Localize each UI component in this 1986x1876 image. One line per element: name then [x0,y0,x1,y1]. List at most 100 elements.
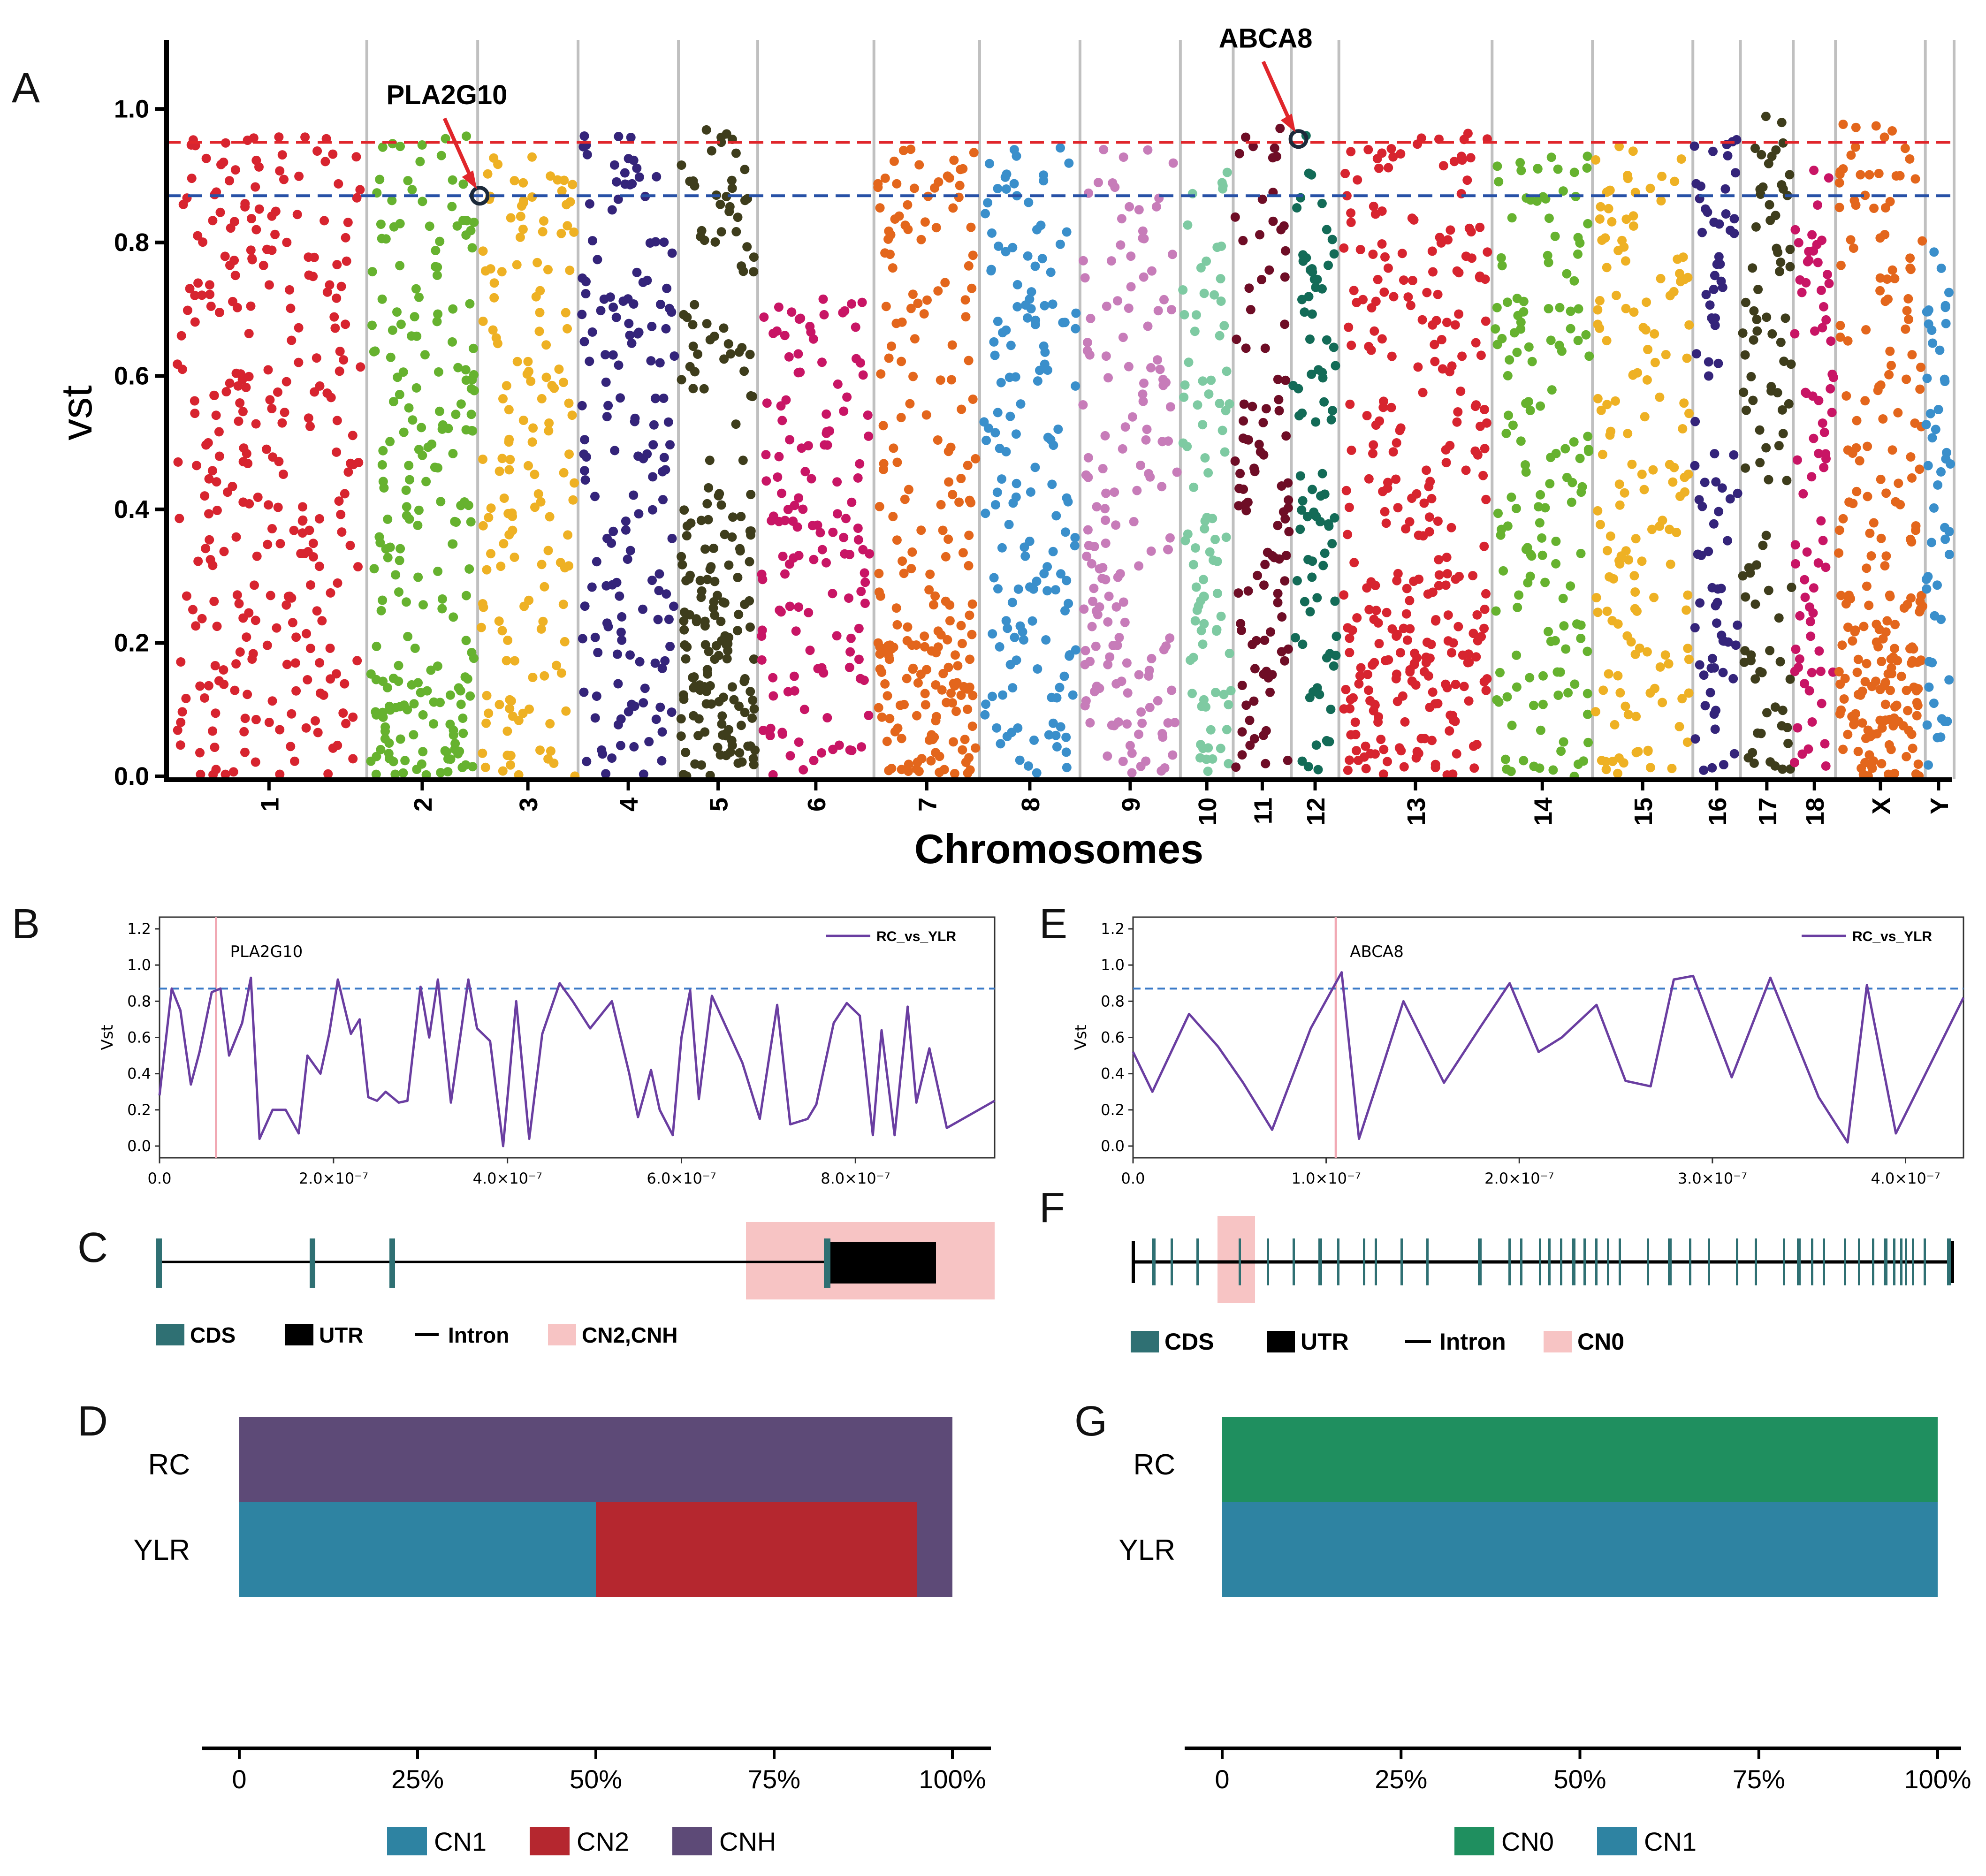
data-point [1339,590,1349,600]
data-point [1544,258,1553,267]
data-point [1923,461,1933,471]
data-point [407,331,416,341]
data-point [1496,253,1506,263]
cds-exon [1337,1238,1339,1285]
data-point [1536,490,1545,500]
data-point [1936,467,1946,477]
data-point [745,557,754,567]
x-tick-label: 75% [748,1764,800,1794]
data-point [238,407,248,417]
data-point [983,198,993,208]
data-point [938,668,948,678]
data-point [702,499,712,509]
data-point [173,725,183,735]
data-point [173,359,183,369]
data-point [1852,416,1862,425]
data-point [1003,623,1012,633]
data-point [1935,345,1945,355]
data-point [1835,167,1845,176]
data-point [1775,266,1784,276]
data-point [1002,169,1012,179]
data-point [1466,227,1476,237]
data-point [421,477,431,486]
data-point [1380,252,1390,262]
data-point [651,714,661,724]
data-point [369,564,379,574]
data-point [677,160,686,170]
data-point [601,769,611,779]
data-point [903,200,913,210]
data-point [948,203,958,213]
data-point [1591,593,1601,602]
data-point [906,304,916,313]
data-point [1544,213,1554,223]
data-point [1853,746,1863,756]
data-point [1915,384,1925,394]
cds-exon [1607,1238,1609,1285]
legend-label-intron: Intron [448,1323,509,1347]
data-point [1940,534,1950,544]
data-point [1748,263,1758,273]
data-point [1248,142,1258,152]
data-point [1199,575,1208,585]
data-point [613,679,623,689]
data-point [1880,203,1890,213]
data-point [1413,362,1423,372]
data-point [1392,438,1401,448]
data-point [304,252,313,262]
data-point [944,477,954,487]
data-point [895,700,905,710]
data-point [1139,378,1149,388]
data-point [580,475,590,485]
data-point [986,266,996,276]
data-point [1418,387,1428,397]
data-point [328,743,338,753]
data-point [1784,399,1794,409]
data-point [1420,734,1430,744]
data-point [1341,684,1351,694]
cds-exon [1947,1238,1951,1285]
data-point [1536,725,1545,735]
data-point [1552,667,1562,677]
data-point [957,638,967,648]
data-point [1561,644,1571,654]
data-point [458,216,468,225]
data-point [1924,305,1933,315]
legend-label: RC_vs_YLR [1852,929,1932,944]
data-point [1846,235,1856,245]
data-point [219,665,228,675]
data-point [710,577,720,586]
data-point [330,323,340,333]
data-point [1775,657,1785,667]
data-point [1614,479,1624,489]
data-point [465,299,475,309]
data-point [860,599,870,608]
panel-letter-a: A [12,65,40,112]
data-point [954,192,964,202]
data-point [845,550,854,560]
data-point [294,323,304,333]
data-point [749,704,759,714]
data-point [306,580,315,590]
data-point [1690,734,1700,744]
data-point [1503,371,1513,380]
data-point [1055,683,1065,692]
data-point [995,642,1004,652]
data-point [858,545,868,554]
data-point [230,271,240,281]
data-point [607,538,616,548]
data-point [720,598,730,608]
cds-exon [1400,1238,1403,1285]
data-point [176,657,186,667]
data-point [1153,696,1163,706]
data-point [353,562,363,572]
data-point [632,267,642,277]
data-point [413,520,423,530]
data-point [1600,233,1610,243]
cds-exon [310,1238,315,1288]
data-point [1873,642,1883,652]
data-point [1478,471,1488,480]
x-axis-label: Chromosomes [914,826,1203,872]
data-point [1401,609,1411,619]
data-point [1447,648,1456,658]
